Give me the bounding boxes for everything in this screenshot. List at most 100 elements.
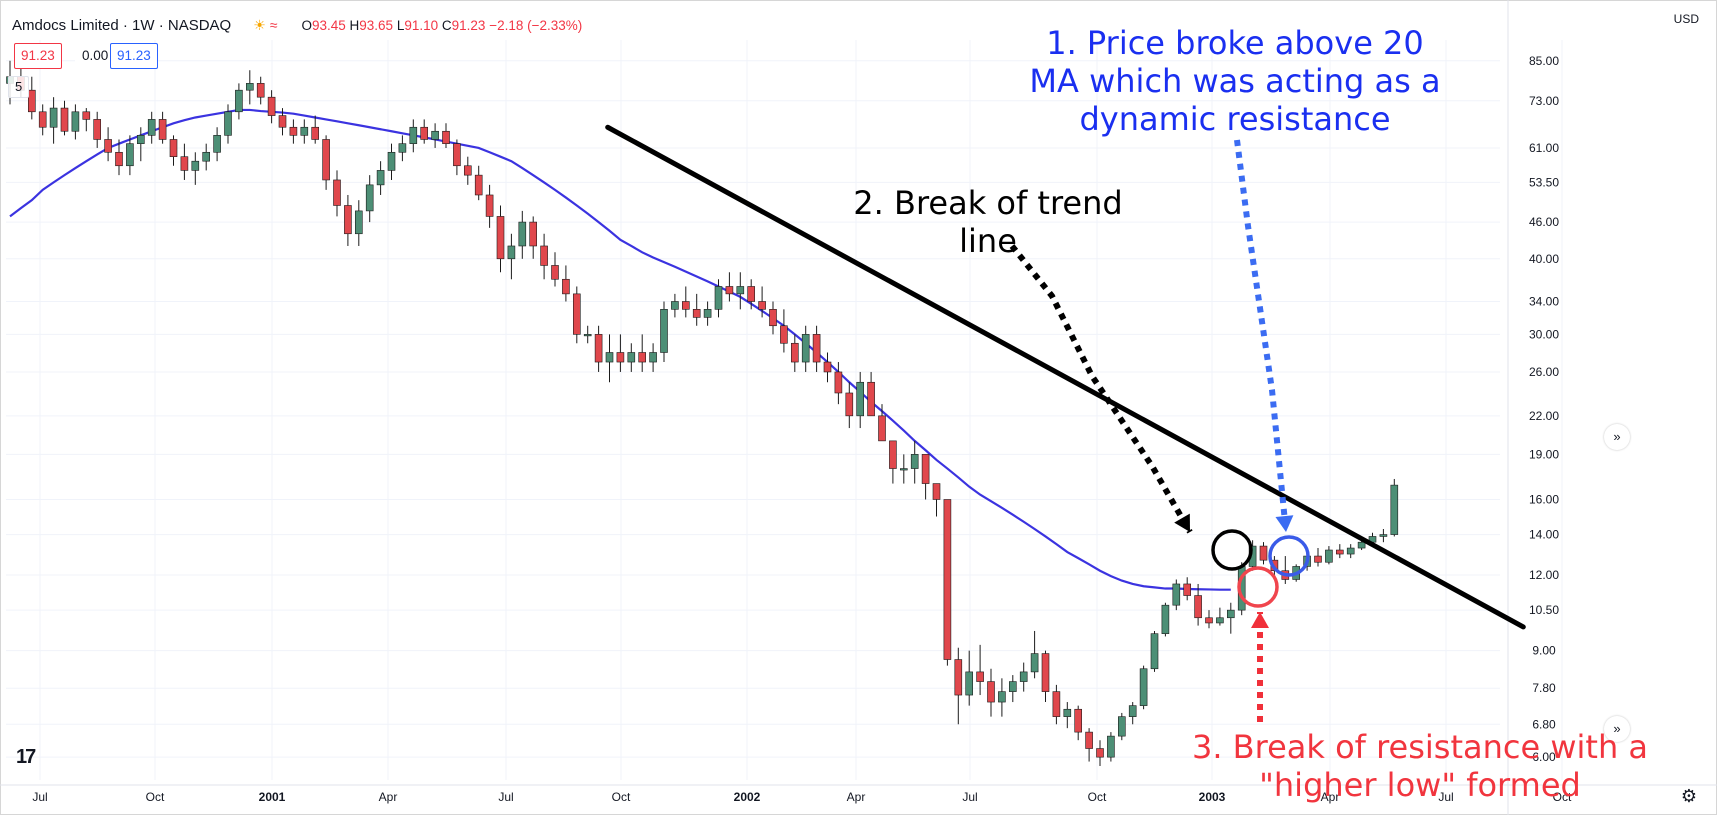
candle-up bbox=[1150, 633, 1159, 670]
candle-down bbox=[27, 89, 36, 113]
candle-down bbox=[878, 415, 886, 442]
price-tick-label: 30.00 bbox=[1529, 327, 1559, 341]
double-chevron-right-icon[interactable]: » bbox=[1604, 716, 1630, 742]
double-chevron-right-icon[interactable]: » bbox=[1604, 424, 1630, 450]
candle-up bbox=[1019, 671, 1028, 682]
candle-up bbox=[1161, 604, 1170, 634]
annotation-line: "higher low" formed bbox=[1259, 766, 1581, 804]
annotation-line: 3. Break of resistance with a bbox=[1191, 728, 1649, 766]
candle-down bbox=[976, 671, 984, 682]
candle-up bbox=[49, 107, 58, 128]
candle-up bbox=[671, 301, 679, 310]
candle-down bbox=[1314, 555, 1322, 563]
candle-up bbox=[518, 221, 527, 247]
candle-down bbox=[420, 126, 429, 140]
price-tick-label: 6.00 bbox=[1532, 750, 1556, 764]
candle-down bbox=[954, 659, 963, 696]
ohlc-high: 93.65 bbox=[359, 17, 394, 33]
moving-average-line bbox=[9, 108, 1231, 591]
candle-up bbox=[507, 245, 516, 260]
candle-up bbox=[147, 119, 156, 136]
candle-down bbox=[158, 119, 167, 140]
time-tick-label: Apr bbox=[847, 790, 866, 804]
candle-up bbox=[235, 89, 243, 113]
time-tick-label: Jul bbox=[498, 790, 513, 804]
candle-up bbox=[137, 135, 145, 144]
candle-up bbox=[1379, 534, 1388, 537]
candle-down bbox=[333, 179, 341, 206]
higher-low-arrow bbox=[1251, 612, 1269, 722]
candle-down bbox=[104, 139, 112, 153]
indicator-badge-value: 5 bbox=[15, 79, 23, 94]
candle-up bbox=[899, 468, 908, 471]
chart-header: Amdocs Limited · 1W · NASDAQ ☀ ≈ O93.45 … bbox=[12, 14, 582, 36]
symbol-title[interactable]: Amdocs Limited · 1W · NASDAQ bbox=[12, 16, 232, 34]
time-tick-label: 2002 bbox=[734, 790, 761, 804]
gear-icon[interactable]: ⚙ bbox=[1680, 786, 1697, 806]
currency-label[interactable]: USD bbox=[1673, 12, 1699, 26]
candle-up bbox=[202, 151, 210, 162]
candle-down bbox=[638, 352, 647, 363]
ohlc-change: −2.18 (−2.33%) bbox=[489, 17, 583, 33]
annotation-price-broke-ma: 1. Price broke above 20 MA which was act… bbox=[1005, 24, 1465, 138]
candle-up bbox=[300, 126, 309, 136]
candle-up bbox=[431, 130, 439, 140]
price-tick-label: 85.00 bbox=[1529, 54, 1559, 68]
trend-line bbox=[605, 124, 1526, 630]
candle-up bbox=[703, 309, 712, 318]
candle-up bbox=[213, 135, 221, 153]
price-tick-label: 6.80 bbox=[1532, 717, 1556, 731]
candle-down bbox=[1336, 549, 1344, 555]
annotation-resistance-break: 3. Break of resistance with a "higher lo… bbox=[1185, 728, 1655, 804]
ma-break-arrow-head bbox=[1275, 515, 1294, 532]
indicator-badge[interactable]: 5 bbox=[8, 76, 30, 98]
candle-down bbox=[442, 130, 450, 144]
time-tick-label: Jul bbox=[1438, 790, 1453, 804]
candle-down bbox=[932, 483, 941, 500]
tradingview-logo-icon[interactable]: 17 bbox=[16, 746, 36, 768]
candle-up bbox=[605, 352, 614, 363]
annotation-line: dynamic resistance bbox=[1079, 100, 1391, 138]
candle-up bbox=[736, 286, 745, 295]
candle-down bbox=[82, 111, 91, 120]
candle-down bbox=[540, 245, 548, 266]
candle-up bbox=[660, 309, 668, 353]
candle-up bbox=[246, 83, 254, 91]
price-tick-label: 22.00 bbox=[1529, 409, 1559, 423]
candle-up bbox=[1172, 583, 1181, 606]
ma-value-box[interactable]: 91.23 bbox=[110, 43, 158, 69]
annotation-drawings bbox=[605, 124, 1526, 722]
candle-down bbox=[1194, 595, 1202, 619]
candle-down bbox=[474, 174, 483, 196]
candle-down bbox=[256, 83, 265, 98]
candle-up bbox=[583, 334, 592, 337]
candle-up bbox=[1216, 617, 1224, 624]
data-source-icon: ≈ bbox=[269, 17, 278, 33]
price-tick-label: 14.00 bbox=[1529, 528, 1559, 542]
candle-up bbox=[1346, 547, 1355, 555]
candle-up bbox=[1357, 541, 1366, 549]
candle-down bbox=[115, 151, 123, 167]
candle-down bbox=[289, 126, 298, 136]
candle-down bbox=[780, 325, 788, 344]
candle-down bbox=[769, 309, 777, 327]
candle-down bbox=[812, 334, 821, 363]
candle-down bbox=[823, 361, 832, 373]
ohlc-low: 91.10 bbox=[404, 17, 439, 33]
ohlc-readout: O93.45 H93.65 L91.10 C91.23 −2.18 (−2.33… bbox=[301, 17, 583, 33]
time-axis: Jul Oct 2001 Apr Jul Oct 2002 Apr Jul Oct 2003 Apr J… bbox=[32, 790, 1572, 804]
last-price-box[interactable]: 91.23 bbox=[14, 43, 62, 69]
zero-value-box: 0.00 bbox=[75, 43, 116, 69]
time-tick-label: 2003 bbox=[1199, 790, 1226, 804]
candle-up bbox=[1390, 484, 1399, 535]
candle-down bbox=[562, 278, 570, 295]
time-tick-label: 2001 bbox=[259, 790, 286, 804]
ohlc-close: 91.23 bbox=[451, 17, 486, 33]
candle-up bbox=[965, 671, 974, 696]
candle-up bbox=[398, 143, 407, 153]
trendline-arrow bbox=[1009, 244, 1193, 534]
price-tick-label: 40.00 bbox=[1529, 252, 1559, 266]
candle-down bbox=[692, 309, 701, 318]
candle-down bbox=[572, 293, 581, 335]
